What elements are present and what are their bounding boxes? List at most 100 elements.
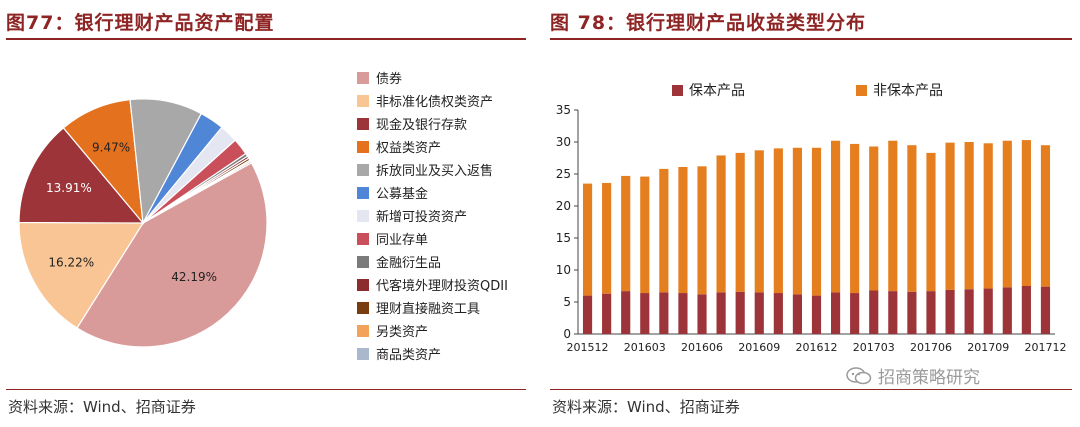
legend-swatch-guaranteed [672, 84, 683, 96]
bar-non-guaranteed-201708 [964, 142, 974, 290]
y-tick-label-2: 10 [556, 263, 571, 277]
pie-data-label-2: 13.91% [46, 181, 92, 195]
pie-legend-swatch-2 [357, 117, 369, 130]
bar-guaranteed-201602 [621, 291, 631, 334]
x-tick-label-201709: 201709 [967, 341, 1009, 354]
x-tick-label-201703: 201703 [853, 341, 895, 354]
pie-slice-1 [18, 221, 145, 329]
pie-legend-swatch-5 [357, 186, 369, 199]
pie-data-label-1: 16.22% [48, 255, 94, 269]
pie-slice-0 [76, 162, 268, 348]
pie-legend-swatch-6 [357, 209, 369, 222]
wechat-icon [846, 366, 872, 384]
bar-non-guaranteed-201606 [697, 166, 707, 295]
bar-guaranteed-201611 [792, 294, 802, 334]
pie-legend-swatch-7 [357, 232, 369, 245]
bar-non-guaranteed-201609 [754, 150, 764, 293]
pie-legend-label-4: 拆放同业及买入返售 [376, 164, 494, 179]
bar-guaranteed-201612 [811, 295, 822, 334]
stacked-bar-chart: 0 5 10 15 20 25 30 35 201512 201603 201606 201609 20… [556, 103, 1067, 354]
left-source-rule [6, 389, 526, 390]
pie-legend: 债券非标准化债权类资产 现金及银行存款权益类资产拆放同业及买入返售 公募基金新增可投… [357, 66, 508, 365]
pie-legend-swatch-12 [357, 347, 369, 360]
bar-non-guaranteed-201711 [1021, 140, 1031, 286]
x-tick-label-201606: 201606 [681, 341, 723, 354]
pie-legend-label-2: 现金及银行存款 [376, 118, 468, 133]
bar-guaranteed-201606 [697, 294, 707, 334]
pie-legend-item-5: 公募基金 [357, 181, 508, 204]
pie-legend-label-6: 新增可投资资产 [376, 210, 468, 225]
legend-item-guaranteed: 保本产品 [672, 80, 745, 100]
bar-guaranteed-201705 [907, 291, 917, 334]
pie-legend-swatch-9 [357, 278, 369, 291]
pie-legend-label-10: 理财直接融资工具 [376, 302, 481, 317]
bar-non-guaranteed-201710 [1002, 140, 1012, 288]
pie-legend-label-9: 代客境外理财投资QDII [376, 279, 508, 294]
pie-legend-swatch-3 [357, 140, 369, 153]
pie-legend-swatch-0 [357, 71, 369, 84]
pie-legend-label-12: 商品类资产 [376, 348, 442, 363]
pie-legend-item-10: 理财直接融资工具 [357, 296, 508, 319]
bar-non-guaranteed-201706 [926, 152, 936, 292]
pie-legend-item-7: 同业存单 [357, 227, 508, 250]
bar-guaranteed-201707 [945, 289, 955, 334]
pie-legend-item-6: 新增可投资资产 [357, 204, 508, 227]
pie-legend-label-7: 同业存单 [376, 233, 429, 248]
bar-non-guaranteed-201608 [735, 152, 745, 292]
pie-legend-item-2: 现金及银行存款 [357, 112, 508, 135]
pie-legend-label-0: 债券 [376, 72, 403, 87]
watermark-text: 招商策略研究 [878, 368, 980, 388]
legend-item-non-guaranteed: 非保本产品 [856, 80, 943, 100]
bar-non-guaranteed-201709 [983, 143, 993, 289]
pie-data-label-3: 9.47% [92, 141, 130, 155]
right-figure-title: 图 78：银行理财产品收益类型分布 [550, 12, 867, 34]
bar-guaranteed-201605 [678, 293, 688, 334]
bar-guaranteed-201708 [964, 289, 974, 334]
legend-label-guaranteed: 保本产品 [689, 83, 745, 99]
bar-guaranteed-201610 [773, 293, 783, 334]
pie-legend-item-9: 代客境外理财投资QDII [357, 273, 508, 296]
bar-non-guaranteed-201703 [869, 146, 879, 291]
y-tick-label-6: 30 [556, 135, 571, 149]
bar-non-guaranteed-201605 [678, 166, 688, 294]
bar-non-guaranteed-201705 [907, 145, 917, 292]
pie-legend-label-5: 公募基金 [376, 187, 429, 202]
pie-legend-label-1: 非标准化债权类资产 [376, 95, 494, 110]
bar-guaranteed-201712 [1040, 286, 1051, 334]
bar-non-guaranteed-201701 [831, 140, 841, 293]
bar-guaranteed-201604 [659, 292, 669, 334]
y-tick-label-5: 25 [556, 167, 571, 181]
legend-label-non-guaranteed: 非保本产品 [873, 83, 943, 99]
bar-non-guaranteed-201602 [621, 175, 631, 292]
pie-slice-2 [18, 127, 145, 224]
bar-guaranteed-201704 [888, 291, 898, 334]
pie-chart: 42.19% 16.22% 13.91% 9.47% [18, 98, 268, 348]
bar-non-guaranteed-201704 [888, 140, 898, 292]
bar-guaranteed-201710 [1002, 287, 1012, 334]
pie-legend-item-3: 权益类资产 [357, 135, 508, 158]
bar-non-guaranteed-201607 [716, 155, 726, 293]
y-tick-label-7: 35 [556, 103, 571, 117]
watermark: 招商策略研究 [846, 363, 980, 388]
x-tick-label-201712: 201712 [1024, 341, 1066, 354]
pie-legend-swatch-1 [357, 94, 369, 107]
bar-non-guaranteed-201707 [945, 142, 955, 290]
pie-legend-item-8: 金融衍生品 [357, 250, 508, 273]
x-tick-label-201603: 201603 [624, 341, 666, 354]
pie-legend-swatch-10 [357, 301, 369, 314]
bar-guaranteed-201608 [735, 291, 745, 334]
left-title-rule [6, 38, 526, 40]
right-source-note: 资料来源：Wind、招商证券 [552, 398, 740, 416]
pie-data-label-0: 42.19% [171, 270, 217, 284]
pie-legend-item-4: 拆放同业及买入返售 [357, 158, 508, 181]
bar-guaranteed-201601 [602, 293, 612, 334]
y-tick-label-4: 20 [556, 199, 571, 213]
y-tick-label-0: 0 [563, 327, 571, 341]
bar-guaranteed-201701 [831, 292, 841, 334]
bar-non-guaranteed-201610 [773, 148, 783, 294]
bar-guaranteed-201711 [1021, 286, 1031, 334]
x-tick-label-201609: 201609 [738, 341, 780, 354]
bar-guaranteed-201603 [640, 293, 650, 334]
left-figure-title: 图77：银行理财产品资产配置 [6, 12, 275, 34]
y-tick-label-1: 5 [563, 295, 571, 309]
